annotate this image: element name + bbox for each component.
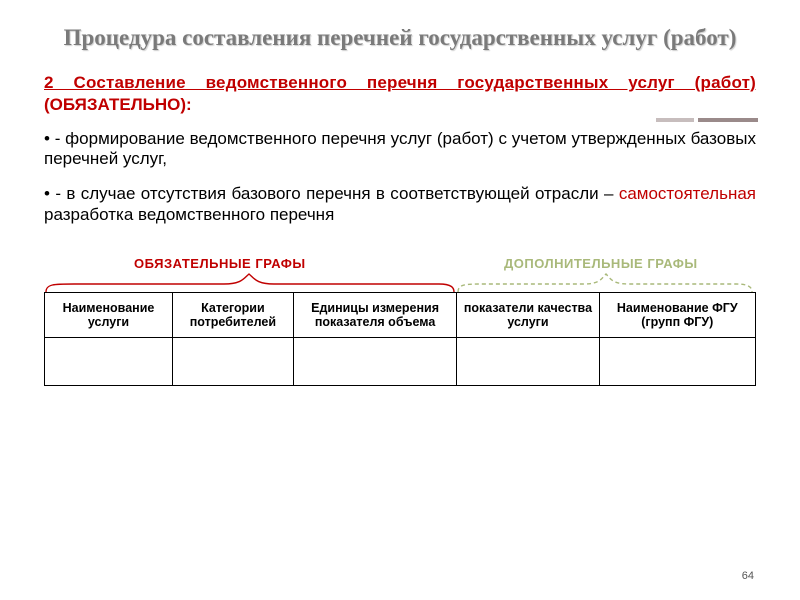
bracket-label-additional: ДОПОЛНИТЕЛЬНЫЕ ГРАФЫ (504, 256, 698, 271)
bullet-1: • - формирование ведомственного перечня … (44, 129, 756, 170)
col-header-fgu: Наименование ФГУ (групп ФГУ) (599, 292, 755, 338)
table-header-row: Наименование услуги Категории потребител… (45, 292, 756, 338)
bullet-2: • - в случае отсутствия базового перечня… (44, 184, 756, 225)
table-cell (457, 338, 599, 386)
columns-table: Наименование услуги Категории потребител… (44, 292, 756, 387)
table-cell (293, 338, 457, 386)
col-header-categories: Категории потребителей (172, 292, 293, 338)
col-header-name: Наименование услуги (45, 292, 173, 338)
bracket-row: ОБЯЗАТЕЛЬНЫЕ ГРАФЫ ДОПОЛНИТЕЛЬНЫЕ ГРАФЫ (44, 256, 756, 292)
table-row (45, 338, 756, 386)
bullet-1-text: формирование ведомственного перечня услу… (44, 129, 756, 169)
table-cell (599, 338, 755, 386)
col-header-units: Единицы измерения показателя объема (293, 292, 457, 338)
bullet-2-red: самостоятельная (619, 184, 756, 203)
decoration-top-right (648, 118, 758, 124)
bullet-2-prefix: • - (44, 184, 66, 203)
section-sub: (ОБЯЗАТЕЛЬНО): (44, 95, 756, 115)
slide-container: Процедура составления перечней государст… (0, 0, 800, 600)
bullet-2-part2: разработка ведомственного перечня (44, 205, 334, 224)
section-heading: 2 Составление ведомственного перечня гос… (44, 73, 756, 93)
page-number: 64 (742, 570, 754, 582)
table-cell (172, 338, 293, 386)
table-cell (45, 338, 173, 386)
bullet-2-part1: в случае отсутствия базового перечня в с… (66, 184, 618, 203)
bracket-curves (44, 270, 756, 294)
bullet-1-prefix: • - (44, 129, 65, 148)
bracket-label-mandatory: ОБЯЗАТЕЛЬНЫЕ ГРАФЫ (134, 256, 306, 271)
page-title: Процедура составления перечней государст… (44, 24, 756, 53)
col-header-quality: показатели качества услуги (457, 292, 599, 338)
